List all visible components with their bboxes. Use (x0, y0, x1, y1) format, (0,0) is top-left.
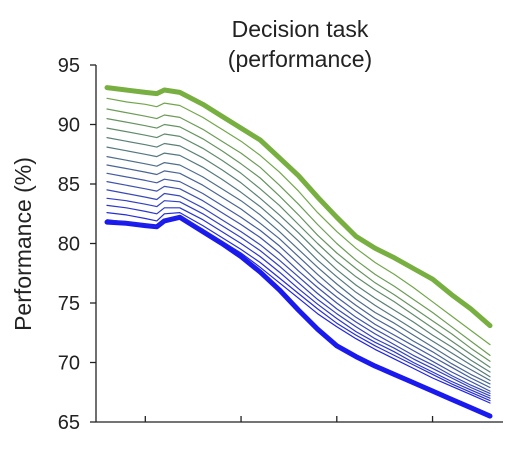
y-axis-ticks (90, 64, 96, 423)
series-line-17 (104, 214, 493, 419)
y-tick-label-65: 65 (58, 412, 80, 434)
y-tick-label-70: 70 (58, 353, 80, 375)
series-line-14 (106, 204, 491, 399)
y-tick-labels: 95 90 85 80 75 70 65 (58, 55, 80, 434)
series-line-8 (106, 156, 491, 381)
series-line-7 (106, 146, 491, 378)
series-line-13 (106, 197, 491, 397)
series-line-6 (106, 137, 491, 373)
y-tick-label-85: 85 (58, 174, 80, 196)
series-line-5 (106, 127, 491, 368)
series-line-9 (106, 164, 491, 385)
chart-title-line-2: (performance) (228, 46, 372, 72)
series-line-11 (106, 181, 491, 392)
y-tick-label-75: 75 (58, 293, 80, 315)
chart-title-line-1: Decision task (232, 16, 369, 42)
series-line-15 (106, 212, 491, 402)
series-lines (104, 85, 493, 419)
series-line-10 (106, 172, 491, 389)
x-axis-ticks (144, 416, 434, 422)
series-line-12 (106, 189, 491, 394)
y-tick-label-80: 80 (58, 234, 80, 256)
y-tick-label-95: 95 (58, 55, 80, 77)
series-line-1 (104, 85, 493, 329)
y-tick-label-90: 90 (58, 115, 80, 137)
y-axis-label: Performance (%) (10, 157, 36, 331)
series-line-2 (106, 97, 491, 346)
series-line-16 (106, 215, 491, 404)
series-line-4 (106, 118, 491, 362)
series-line-3 (106, 108, 491, 356)
